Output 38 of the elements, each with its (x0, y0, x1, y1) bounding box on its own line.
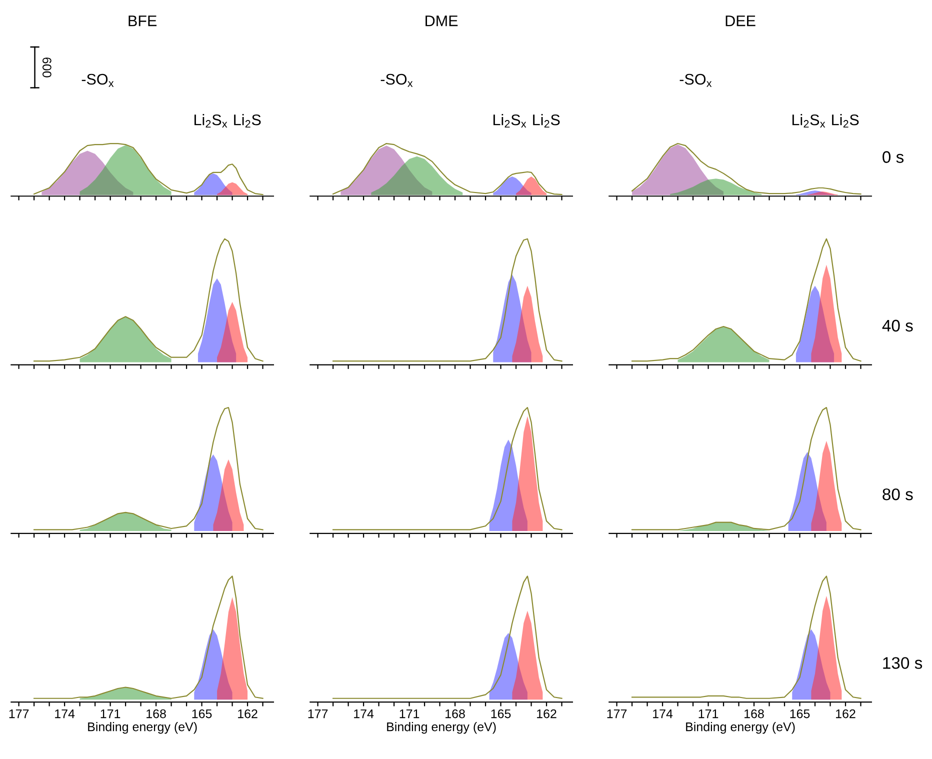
x-tick-label: 174 (55, 709, 75, 718)
chart-title: DEE (726, 16, 756, 26)
y2-axis-title: 40 s (882, 320, 913, 332)
x-tick-label: 174 (653, 709, 673, 718)
x-tick-label: 168 (146, 709, 166, 718)
x-axis-title: Binding energy (eV) (88, 722, 197, 734)
x-tick-label: 165 (491, 709, 511, 718)
x-tick-label: 174 (354, 709, 374, 718)
x-axis-title: Binding energy (eV) (686, 722, 795, 734)
x-axis-title: Binding energy (eV) (387, 722, 496, 734)
y2-axis-title: 80 s (882, 488, 913, 500)
x-tick-label: 165 (192, 709, 212, 718)
y-axis-title: 600 (42, 58, 52, 78)
x-tick-label: 171 (100, 709, 120, 718)
text: -SO$_{x}$ (82, 74, 114, 87)
x-tick-label: 168 (446, 709, 465, 718)
chart-title: BFE (128, 16, 157, 26)
text: Li$_{2}$S$_{x}$ (194, 114, 228, 128)
x-tick-label: 177 (607, 709, 627, 718)
y2-axis-title: 130 s (883, 657, 922, 669)
x-tick-label: 165 (790, 709, 810, 718)
x-tick-label: 171 (400, 709, 420, 718)
text: Li$_{2}$S (234, 114, 261, 128)
x-tick-label: 171 (698, 709, 718, 718)
x-tick-label: 162 (238, 709, 258, 718)
text: Li$_{2}$S$_{x}$ (792, 114, 826, 128)
text: Li$_{2}$S (832, 114, 859, 128)
text: -SO$_{x}$ (380, 74, 413, 87)
x-tick-label: 177 (9, 709, 29, 718)
x-tick-label: 162 (537, 709, 556, 718)
text: Li$_{2}$S$_{x}$ (493, 114, 526, 128)
x-tick-label: 177 (308, 709, 328, 718)
text: -SO$_{x}$ (680, 74, 712, 87)
y2-axis-title: 0 s (882, 151, 904, 163)
x-tick-label: 162 (836, 709, 856, 718)
x-tick-label: 168 (744, 709, 764, 718)
text: Li$_{2}$S (533, 114, 560, 128)
chart-title: DME (426, 16, 458, 26)
